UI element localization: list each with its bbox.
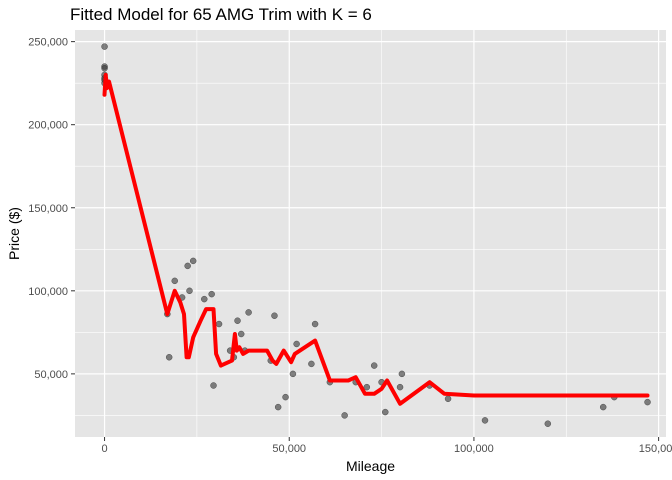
data-point — [363, 383, 371, 391]
data-point — [599, 403, 607, 411]
data-point — [544, 420, 552, 427]
data-point — [481, 417, 489, 424]
data-point — [101, 43, 108, 50]
data-point — [186, 287, 193, 295]
data-point — [341, 412, 348, 419]
data-point — [308, 360, 315, 368]
data-point — [215, 320, 223, 328]
data-point — [271, 312, 278, 319]
y-tick-label: 150,000 — [28, 203, 68, 215]
data-point — [201, 295, 208, 303]
data-point — [370, 362, 378, 369]
y-tick-label: 100,000 — [28, 286, 68, 298]
fitted-model-line — [102, 72, 650, 406]
x-tick-label: 50,000 — [272, 443, 306, 455]
plot-panel — [75, 30, 666, 437]
data-point — [171, 277, 178, 285]
data-point — [293, 340, 300, 348]
data-point — [189, 257, 197, 265]
data-point — [382, 408, 389, 416]
data-point — [289, 370, 297, 378]
chart-title: Fitted Model for 65 AMG Trim with K = 6 — [70, 5, 372, 24]
data-point — [184, 262, 191, 270]
data-point — [165, 354, 173, 361]
x-axis-title: Mileage — [346, 458, 395, 474]
y-tick-label: 50,000 — [34, 369, 68, 381]
data-point — [274, 403, 282, 411]
data-point — [245, 309, 252, 316]
data-point — [208, 290, 215, 298]
axis-ticks: 0 50,000 100,000 150,000 50,000 100,000 150,00… — [28, 37, 672, 455]
data-point — [396, 383, 404, 391]
data-point — [237, 330, 245, 338]
data-point — [398, 370, 406, 378]
data-point — [101, 64, 108, 72]
y-axis-title: Price ($) — [6, 207, 22, 260]
data-point — [234, 317, 241, 324]
data-point — [644, 398, 651, 406]
x-tick-label: 100,000 — [454, 443, 494, 455]
data-point — [282, 393, 289, 401]
y-tick-label: 200,000 — [28, 120, 68, 132]
data-point — [444, 395, 452, 403]
x-tick-label: 150,000 — [639, 443, 672, 455]
gridlines — [75, 30, 666, 437]
y-tick-label: 250,000 — [28, 37, 68, 49]
data-point — [311, 320, 319, 328]
x-tick-label: 0 — [101, 443, 107, 455]
data-point — [210, 382, 217, 389]
